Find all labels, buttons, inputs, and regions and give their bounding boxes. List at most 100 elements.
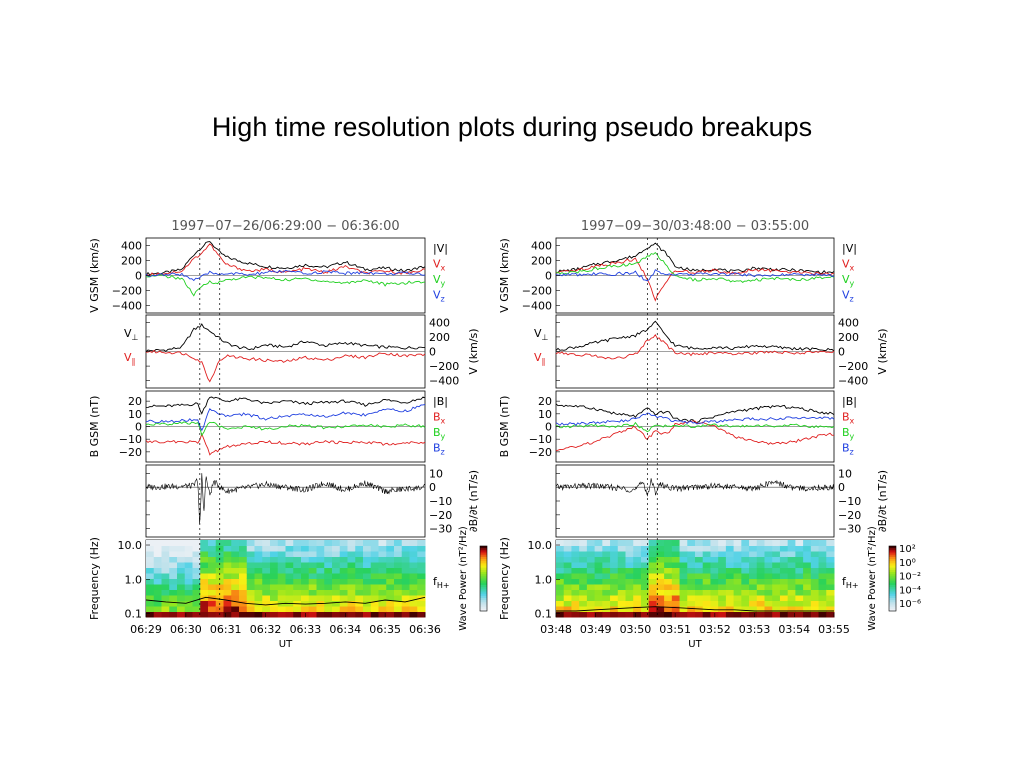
spectrogram-cell — [625, 584, 634, 590]
spectrogram-cell — [687, 567, 696, 574]
spectrogram-cell — [254, 556, 263, 563]
legend-entry: Vz — [842, 289, 854, 304]
colorbar-swatch — [480, 587, 487, 590]
colorbar-swatch — [889, 587, 896, 590]
spectrogram-cell — [610, 562, 619, 568]
spectrogram-cell — [671, 545, 681, 552]
spectrogram-cell — [262, 573, 271, 579]
spectrogram-cell — [602, 545, 611, 552]
spectrogram-cell — [161, 611, 170, 618]
spectrogram-cell — [579, 611, 588, 618]
spectrogram-cell — [308, 578, 317, 585]
legend-label: V — [842, 258, 850, 271]
series-line-V∥ — [145, 349, 426, 383]
spectrogram-cell — [378, 595, 387, 601]
spectrogram-cell — [687, 545, 696, 552]
spectrogram-cell — [571, 584, 580, 590]
spectrogram-cell — [633, 584, 642, 590]
legend: fH+ — [433, 575, 450, 590]
legend-entry: Bz — [433, 442, 445, 457]
spectrogram-cell — [316, 540, 325, 546]
spectrogram-cell — [741, 562, 750, 568]
spectrogram-cell — [602, 589, 611, 596]
spectrogram-cell — [718, 551, 727, 557]
series-line-V⊥ — [555, 320, 835, 352]
spectrogram-cell — [679, 540, 688, 546]
spectrogram-cell — [153, 584, 162, 590]
spectrogram-cell — [764, 595, 773, 601]
spectrogram-cell — [254, 567, 263, 574]
legend-label: V — [534, 327, 542, 340]
spectrogram-cell — [648, 611, 657, 618]
spectrogram-cell — [401, 600, 410, 607]
y-tick-label: −20 — [529, 446, 552, 459]
spectrogram-cell — [586, 567, 596, 574]
colorbar-swatch — [480, 561, 487, 564]
spectrogram-cell — [285, 589, 294, 596]
spectrogram-cell — [177, 611, 186, 618]
series-line-V⊥ — [145, 323, 425, 353]
spectrogram-cell — [679, 606, 688, 612]
spectrogram-cell — [795, 606, 804, 612]
panel-dbdt: 100−10−20−30 ∂B/∂t (nT/s) — [555, 464, 889, 538]
spectrogram-cell — [146, 584, 155, 590]
spectrogram-cell — [262, 584, 271, 590]
spectrogram-cell — [270, 573, 279, 579]
spectrogram-cell — [308, 606, 317, 612]
colorbar: 10² 10⁰ 10⁻² 10⁻⁴ 10⁻⁶ Wave Power (nT²/Hz) — [867, 526, 921, 631]
spectrogram-cell — [363, 551, 372, 557]
spectrogram-cell — [200, 551, 209, 557]
spectrogram-cell — [586, 540, 596, 546]
spectrogram-cell — [772, 573, 781, 579]
spectrogram-cell — [200, 611, 209, 618]
spectrogram-cell — [378, 578, 387, 585]
spectrogram-cell — [386, 611, 395, 618]
spectrogram-cell — [277, 556, 286, 563]
spectrogram-cell — [200, 589, 209, 596]
spectrogram-cell — [818, 567, 827, 574]
spectrogram-cell — [386, 567, 395, 574]
spectrogram-cell — [223, 611, 232, 618]
spectrogram-cell — [702, 589, 711, 596]
spectrogram-cell — [347, 567, 356, 574]
spectrogram-cell — [756, 600, 765, 607]
y-tick-label: 10.0 — [528, 539, 553, 552]
series-line-V∥ — [555, 333, 835, 360]
spectrogram-cell — [563, 589, 572, 596]
spectrogram-cell — [725, 611, 735, 618]
spectrogram-cell — [223, 540, 232, 546]
y-tick-label: 1.0 — [535, 573, 553, 586]
spectrogram-cell — [749, 578, 758, 585]
spectrogram-cell — [355, 556, 364, 563]
spectrogram-cell — [339, 578, 348, 585]
spectrogram-cell — [153, 595, 162, 601]
spectrogram-cell — [787, 545, 796, 552]
figure-left: 1997−07−26/06:29:00 − 06:36:004002000−20… — [88, 219, 488, 650]
spectrogram-cell — [671, 578, 681, 585]
spectrogram-cell — [277, 562, 286, 568]
spectrogram-cell — [594, 578, 603, 585]
legend-entry: Bx — [842, 411, 855, 426]
spectrogram-cell — [401, 606, 410, 612]
spectrogram-cell — [239, 611, 248, 618]
spectrogram-cell — [231, 567, 240, 574]
spectrogram-cell — [779, 578, 789, 585]
spectrogram-cell — [316, 551, 325, 557]
y-tick-label: −20 — [119, 446, 142, 459]
spectrogram-cell — [826, 573, 835, 579]
spectrogram-cell — [332, 595, 341, 601]
legend-subscript: ⊥ — [132, 333, 139, 342]
spectrogram-cell — [308, 562, 317, 568]
spectrogram-cell — [810, 600, 820, 607]
spectrogram-cell — [177, 573, 186, 579]
spectrogram-cell — [810, 578, 820, 585]
spectrogram-cell — [169, 584, 178, 590]
spectrogram-cell — [200, 584, 209, 590]
spectrogram-cell — [586, 606, 596, 612]
spectrogram-cell — [772, 600, 781, 607]
spectrogram-cell — [161, 578, 170, 585]
spectrogram-cell — [710, 573, 719, 579]
spectrogram-cell — [710, 611, 719, 618]
spectrogram-cell — [316, 573, 325, 579]
spectrogram-cell — [725, 551, 735, 557]
